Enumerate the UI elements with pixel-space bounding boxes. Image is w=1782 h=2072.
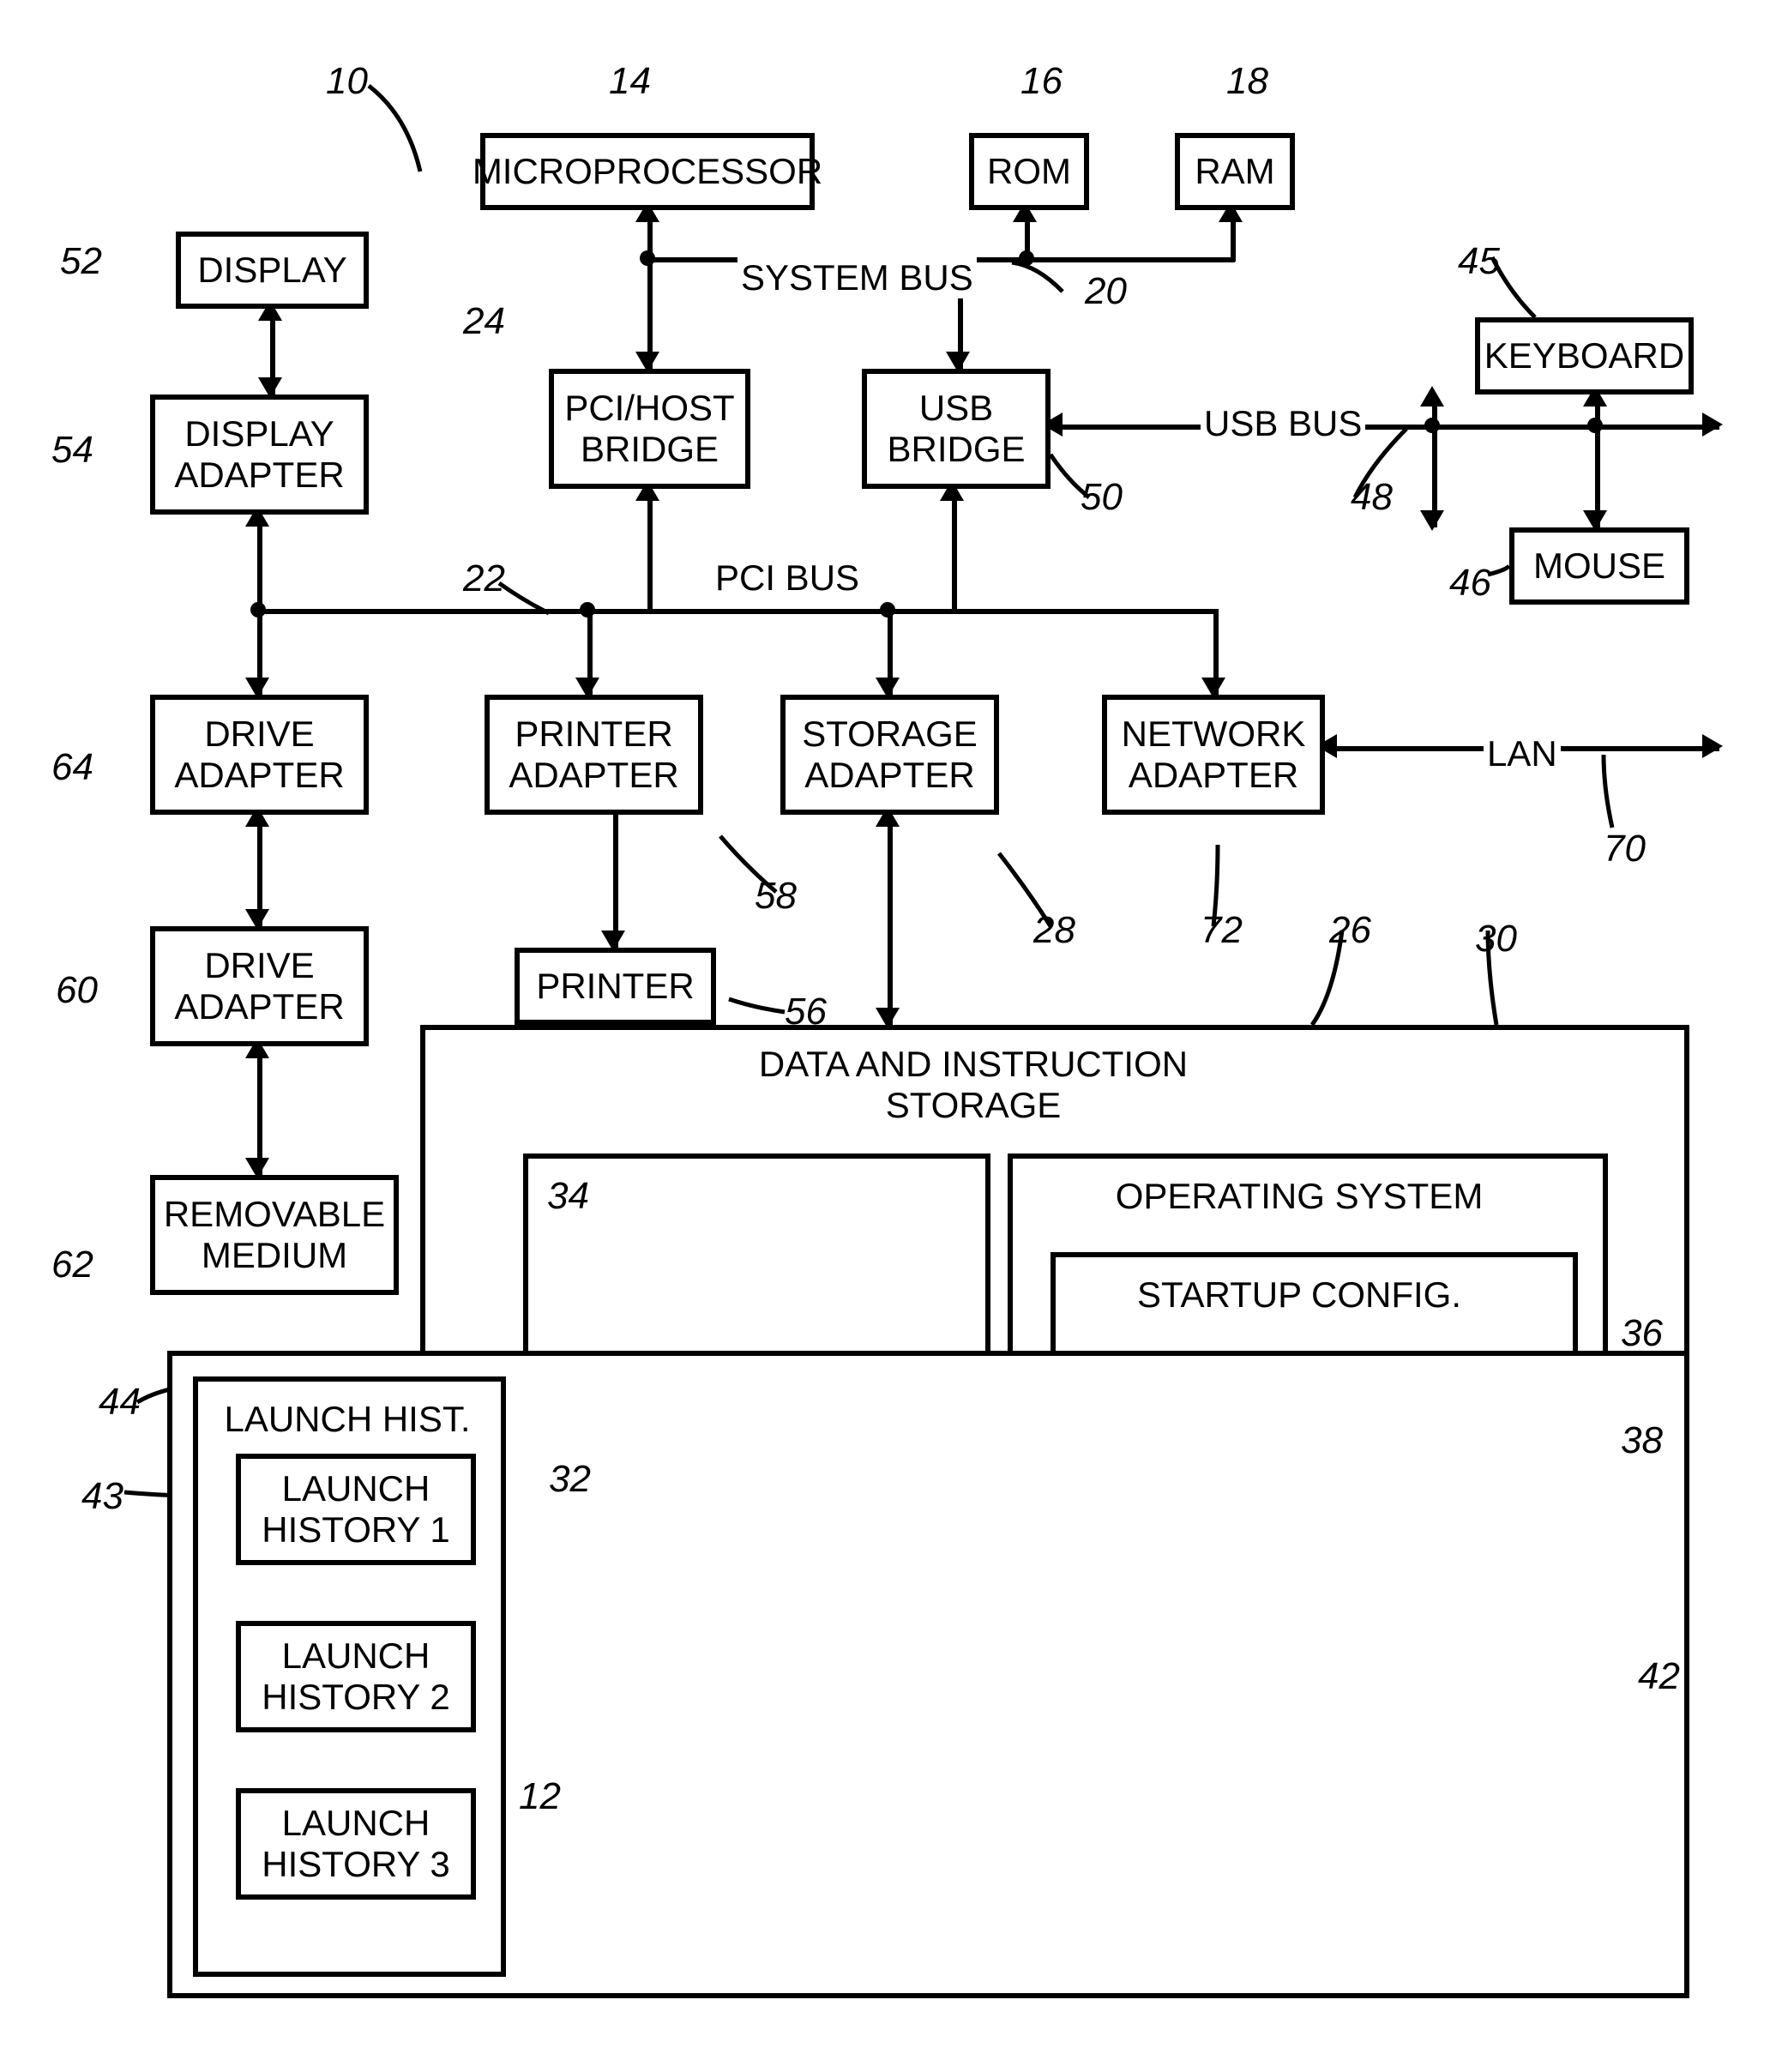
ref-label-42: 42: [1638, 1655, 1680, 1698]
bus-label-usb_bus: USB BUS: [1201, 403, 1365, 444]
block-ram: RAM: [1175, 133, 1295, 210]
block-launch_title: LAUNCH HIST.: [219, 1398, 476, 1441]
block-pci_host: PCI/HOST BRIDGE: [549, 369, 750, 489]
ref-label-34: 34: [547, 1175, 589, 1218]
block-display: DISPLAY: [176, 232, 369, 309]
ref-label-28: 28: [1033, 909, 1075, 952]
block-drive_adapter_2: DRIVE ADAPTER: [150, 926, 369, 1046]
ref-label-48: 48: [1351, 476, 1393, 519]
arrowhead-right: [1702, 734, 1723, 758]
connector-line: [1051, 425, 1719, 430]
junction-dot: [580, 602, 595, 617]
block-mouse: MOUSE: [1509, 527, 1689, 605]
ref-label-44: 44: [99, 1381, 141, 1424]
block-drive_adapter_1: DRIVE ADAPTER: [150, 695, 369, 815]
connector-line: [647, 489, 653, 609]
block-rom: ROM: [969, 133, 1089, 210]
bus-label-lan: LAN: [1484, 733, 1561, 774]
connector-line: [647, 210, 653, 369]
block-removable: REMOVABLE MEDIUM: [150, 1175, 399, 1295]
ref-label-72: 72: [1201, 909, 1243, 952]
block-keyboard: KEYBOARD: [1475, 317, 1694, 395]
junction-dot: [1424, 418, 1440, 433]
arrowhead-right: [1702, 413, 1723, 437]
ref-label-30: 30: [1475, 918, 1517, 961]
arrowhead-down: [1420, 510, 1444, 531]
ref-label-18: 18: [1226, 60, 1268, 103]
ref-label-50: 50: [1081, 476, 1123, 519]
bus-label-system_bus: SYSTEM BUS: [737, 257, 977, 298]
junction-dot: [250, 602, 266, 617]
block-storage_adapter: STORAGE ADAPTER: [780, 695, 999, 815]
ref-label-22: 22: [463, 557, 505, 600]
block-microprocessor: MICROPROCESSOR: [480, 133, 815, 210]
ref-label-45: 45: [1458, 240, 1500, 283]
block-launch2: LAUNCH HISTORY 2: [236, 1621, 476, 1732]
block-network_adapter: NETWORK ADAPTER: [1102, 695, 1325, 815]
connector-line: [613, 815, 618, 948]
connector-line: [888, 815, 893, 1025]
ref-label-58: 58: [755, 875, 797, 918]
ref-label-14: 14: [609, 60, 651, 103]
ref-label-70: 70: [1604, 828, 1646, 870]
ref-label-52: 52: [60, 240, 102, 283]
connector-line: [257, 1046, 262, 1175]
connector-line: [257, 515, 262, 609]
ref-label-60: 60: [56, 969, 98, 1012]
ref-curve: [1012, 262, 1063, 292]
ref-label-36: 36: [1621, 1312, 1663, 1355]
ref-label-38: 38: [1621, 1419, 1663, 1462]
ref-label-10: 10: [326, 60, 368, 103]
junction-dot: [640, 250, 655, 266]
block-printer: PRINTER: [515, 948, 716, 1025]
block-display_adapter: DISPLAY ADAPTER: [150, 395, 369, 515]
bus-label-pci_bus: PCI BUS: [712, 557, 863, 599]
block-startup_title: STARTUP CONFIG.: [1093, 1274, 1505, 1316]
ref-label-32: 32: [549, 1458, 591, 1501]
block-usb_bridge: USB BRIDGE: [862, 369, 1051, 489]
ref-label-16: 16: [1020, 60, 1063, 103]
ref-label-20: 20: [1085, 270, 1127, 313]
ref-curve: [369, 86, 420, 172]
block-os_title: OPERATING SYSTEM: [1059, 1175, 1539, 1218]
block-launch3: LAUNCH HISTORY 3: [236, 1788, 476, 1900]
ref-label-64: 64: [51, 746, 93, 789]
ref-label-46: 46: [1449, 562, 1491, 605]
junction-dot: [1019, 250, 1034, 266]
ref-curve: [1604, 755, 1612, 828]
connector-line: [1595, 395, 1600, 527]
ref-label-54: 54: [51, 429, 93, 472]
ref-label-24: 24: [463, 300, 505, 343]
junction-dot: [1587, 418, 1603, 433]
ref-label-43: 43: [81, 1475, 123, 1518]
ref-label-56: 56: [785, 991, 827, 1033]
ref-curve: [729, 999, 785, 1012]
ref-label-26: 26: [1329, 909, 1371, 952]
connector-line: [1432, 395, 1437, 527]
block-storage_title: DATA AND INSTRUCTION STORAGE: [716, 1042, 1231, 1128]
arrowhead-up: [1420, 386, 1444, 407]
connector-line: [952, 489, 957, 609]
block-launch1: LAUNCH HISTORY 1: [236, 1454, 476, 1565]
block-printer_adapter: PRINTER ADAPTER: [485, 695, 703, 815]
ref-label-62: 62: [51, 1244, 93, 1286]
connector-line: [257, 609, 1218, 614]
junction-dot: [880, 602, 895, 617]
ref-label-12: 12: [519, 1775, 561, 1818]
